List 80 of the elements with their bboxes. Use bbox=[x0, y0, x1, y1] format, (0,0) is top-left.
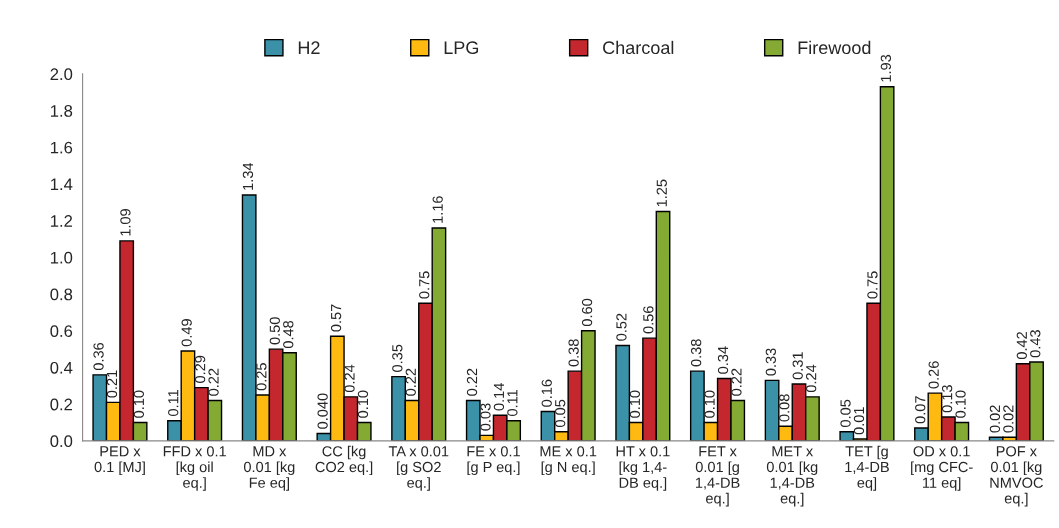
data-label: 0.38 bbox=[568, 339, 579, 367]
data-label: 0.24 bbox=[806, 364, 817, 393]
y-tick-label: 0.8 bbox=[50, 288, 73, 301]
x-tick-label: PED x 0.1 [MJ] bbox=[94, 446, 145, 476]
data-label: 0.42 bbox=[1016, 332, 1027, 360]
x-tick-label: FE x 0.1 [g P eq.] bbox=[467, 446, 520, 476]
data-label: 0.040 bbox=[317, 393, 328, 429]
data-label: 0.07 bbox=[915, 396, 926, 424]
y-tick-label: 1.2 bbox=[50, 215, 73, 227]
x-tick-label: ME x 0.1 [g N eq.] bbox=[540, 446, 597, 476]
data-label: 0.13 bbox=[941, 385, 953, 413]
data-label: 0.56 bbox=[643, 306, 654, 334]
data-label: 0.10 bbox=[704, 390, 715, 418]
data-label: 0.02 bbox=[1003, 405, 1014, 433]
data-label: 0.08 bbox=[779, 394, 790, 422]
data-label: 0.05 bbox=[840, 399, 851, 427]
y-tick-label: 1.6 bbox=[50, 141, 73, 154]
data-label: 0.21 bbox=[106, 370, 118, 398]
data-label: 0.10 bbox=[133, 390, 145, 418]
x-tick-label: FFD x 0.1 [kg oil eq.] bbox=[163, 446, 226, 491]
data-label: 0.22 bbox=[731, 368, 742, 396]
y-tick-label: 2.0 bbox=[50, 68, 73, 81]
data-label: 0.25 bbox=[256, 363, 267, 391]
data-label: 0.49 bbox=[181, 319, 192, 347]
x-tick-label: MD x 0.01 [kg Fe eq] bbox=[243, 446, 295, 491]
legend-label: LPG bbox=[444, 41, 479, 55]
data-label: 0.29 bbox=[194, 355, 206, 383]
x-tick-label: TA x 0.01 [g SO2 eq.] bbox=[388, 446, 449, 491]
data-label: 0.48 bbox=[283, 320, 294, 349]
data-label: 0.31 bbox=[792, 352, 803, 380]
data-label: 0.10 bbox=[357, 390, 369, 418]
data-label: 1.25 bbox=[656, 179, 667, 207]
x-tick-label: POF x 0.01 [kg NMVOC eq.] bbox=[990, 446, 1043, 507]
x-tick-label: FET x 0.01 [g 1,4-DB eq.] bbox=[695, 446, 740, 507]
data-label: 0.03 bbox=[480, 403, 491, 431]
data-label: 0.43 bbox=[1030, 330, 1041, 358]
data-label: 0.52 bbox=[616, 313, 627, 341]
data-label: 1.09 bbox=[120, 209, 131, 236]
data-label: 1.93 bbox=[880, 54, 892, 82]
x-tick-label: TET [g 1,4-DB eq] bbox=[845, 445, 889, 491]
data-label: 0.33 bbox=[765, 348, 776, 376]
data-label: 0.26 bbox=[928, 361, 939, 389]
y-tick-label: 0.6 bbox=[50, 325, 73, 337]
y-tick-label: 1.4 bbox=[50, 178, 73, 191]
data-label: 0.24 bbox=[344, 364, 355, 393]
legend-label: H2 bbox=[298, 41, 320, 54]
data-label: 0.02 bbox=[989, 405, 1001, 433]
data-label: 0.10 bbox=[629, 390, 641, 418]
data-label: 0.57 bbox=[330, 304, 342, 332]
data-label: 0.36 bbox=[93, 342, 104, 371]
data-label: 0.38 bbox=[690, 339, 702, 367]
data-label: 1.16 bbox=[432, 196, 443, 223]
y-tick-label: 0.0 bbox=[50, 435, 73, 448]
x-tick-label: CC [kg CO2 eq.] bbox=[315, 445, 373, 476]
data-label: 0.22 bbox=[405, 368, 416, 396]
data-label: 0.16 bbox=[541, 379, 552, 407]
data-label: 0.22 bbox=[208, 368, 219, 396]
data-label: 0.75 bbox=[419, 271, 430, 299]
y-tick-label: 1.0 bbox=[50, 251, 73, 264]
x-tick-label: HT x 0.1 [kg 1,4- DB eq.] bbox=[616, 446, 670, 491]
data-label: 0.01 bbox=[853, 407, 865, 435]
y-tick-label: 0.2 bbox=[50, 398, 73, 411]
data-label: 0.50 bbox=[269, 317, 280, 345]
data-label: 0.11 bbox=[168, 389, 179, 416]
data-label: 0.35 bbox=[392, 344, 403, 372]
x-tick-label: MET x 0.01 [kg 1,4-DB eq.] bbox=[766, 446, 818, 507]
data-label: 0.11 bbox=[507, 389, 518, 416]
legend-label: Charcoal bbox=[603, 40, 674, 55]
legend-label: Firewood bbox=[798, 40, 871, 55]
data-label: 0.10 bbox=[955, 390, 966, 418]
x-tick-label: OD x 0.1 [mg CFC- 11 eq] bbox=[911, 446, 973, 491]
y-tick-label: 0.4 bbox=[50, 361, 73, 374]
y-tick-label: 1.8 bbox=[50, 105, 73, 117]
data-label: 0.22 bbox=[466, 368, 478, 396]
data-label: 0.05 bbox=[555, 399, 566, 427]
data-label: 0.14 bbox=[493, 383, 505, 411]
data-label: 0.60 bbox=[581, 298, 593, 327]
data-label: 0.34 bbox=[717, 346, 729, 374]
data-label: 1.34 bbox=[242, 162, 254, 190]
data-label: 0.75 bbox=[867, 271, 878, 299]
